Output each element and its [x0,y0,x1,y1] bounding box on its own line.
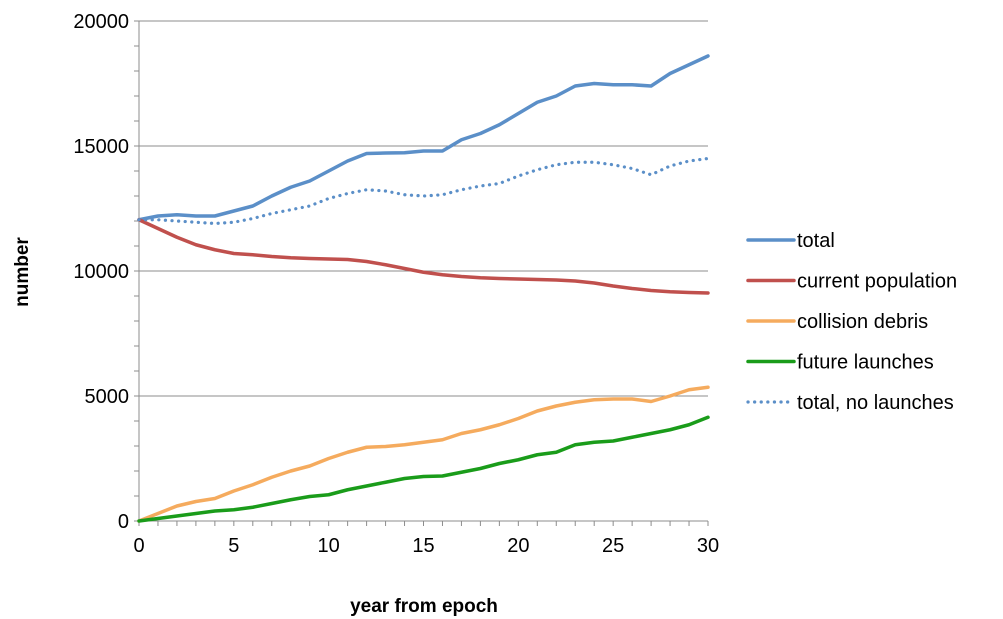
x-tick-label-5: 5 [228,535,239,557]
y-tick-label-5000: 5000 [85,386,130,408]
legend-label-total-no-launches: total, no launches [797,392,954,414]
axes [134,20,709,526]
y-tick-label-15000: 15000 [73,136,129,158]
y-tick-label-0: 0 [118,511,129,533]
x-tick-label-25: 25 [602,535,624,557]
series-line-future-launches [137,415,710,523]
series-line-collision-debris [137,385,710,523]
series-line-total-no-launches [137,156,710,226]
x-axis-title: year from epoch [350,596,498,617]
series-lines [137,54,710,523]
legend-label-collision-debris: collision debris [797,311,928,333]
x-tick-label-0: 0 [133,535,144,557]
series-line-current-population [137,218,710,295]
legend-label-current-population: current population [797,271,957,293]
x-tick-label-10: 10 [318,535,340,557]
legend-label-future-launches: future launches [797,352,934,374]
legend-label-total: total [797,230,835,252]
tick-labels: 0 5000 10000 15000 20000 0 5 10 15 20 25 30 [73,11,719,557]
x-tick-label-30: 30 [697,535,719,557]
legend: total current population collision debris f… [746,230,957,414]
y-axis-title: number [12,237,33,307]
x-tick-label-15: 15 [412,535,434,557]
series-line-total [137,54,710,222]
y-tick-label-20000: 20000 [73,11,129,33]
y-tick-label-10000: 10000 [73,261,129,283]
x-tick-label-20: 20 [507,535,529,557]
gridlines [139,20,708,397]
